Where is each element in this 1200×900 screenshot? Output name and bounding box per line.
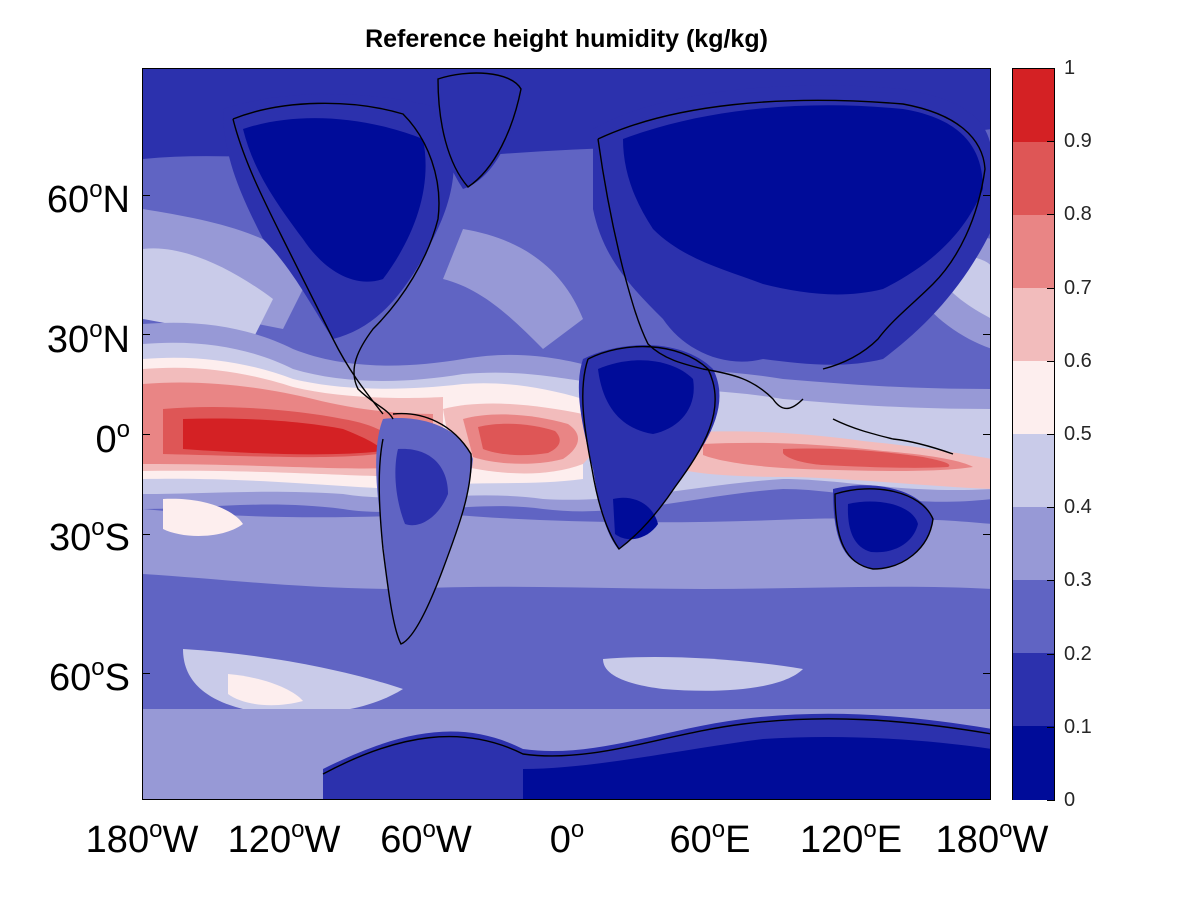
colorbar-tick-label: 0.5 <box>1064 423 1092 445</box>
greenland <box>433 72 523 189</box>
xtick-label-0: 0o <box>549 816 585 861</box>
humidity-contour-field <box>143 69 990 799</box>
colorbar-segment <box>1013 69 1054 143</box>
colorbar-tick-mark <box>1047 800 1055 801</box>
s-pac-pale-2 <box>228 674 303 706</box>
xtick-label-60e: 60oE <box>669 816 751 861</box>
colorbar-segment <box>1013 434 1054 508</box>
australia-core <box>847 501 918 553</box>
npac-light <box>143 248 273 339</box>
xtick-label-180w-right: 180oW <box>935 816 1049 861</box>
ytick-label-0: 0o <box>95 416 131 461</box>
colorbar-tick-mark <box>1047 434 1055 435</box>
colorbar-tick-mark <box>1047 580 1055 582</box>
natl-band <box>443 229 583 349</box>
north-america-core <box>243 118 426 282</box>
colorbar-tick-mark <box>1047 287 1055 289</box>
colorbar-tick-label: 0.7 <box>1064 276 1092 299</box>
ytick-mark <box>142 334 150 335</box>
s-midlat <box>143 589 990 675</box>
coastlines <box>232 72 990 775</box>
colorbar-tick-label: 0.9 <box>1064 130 1092 153</box>
xtick-label-120e: 120oE <box>799 816 903 861</box>
colorbar-segment <box>1013 580 1054 654</box>
coast-north-america <box>232 102 440 420</box>
io-red <box>783 448 950 468</box>
colorbar-tick-label: 0.6 <box>1064 349 1092 372</box>
ytick-label-30n: 30oN <box>46 316 130 361</box>
colorbar-segment <box>1013 288 1054 362</box>
colorbar-tick-label: 0.8 <box>1064 203 1092 226</box>
colorbar-tick-label: 0 <box>1064 789 1076 811</box>
coast-eurasia-south <box>597 138 804 410</box>
colorbar-tick-mark <box>1047 726 1055 728</box>
ytick-label-30s: 30oS <box>49 514 130 559</box>
coast-africa <box>582 345 716 550</box>
coast-antarctica <box>322 718 990 775</box>
s-io-light <box>603 657 803 691</box>
colorbar-tick-label: 0.4 <box>1064 496 1092 519</box>
kalahari <box>613 497 658 540</box>
ytick-mark <box>983 673 991 674</box>
colorbar-tick-mark <box>1047 360 1055 362</box>
ytick-mark <box>983 195 991 196</box>
ytick-label-60n: 60oN <box>46 176 130 221</box>
amazon-south <box>395 448 448 526</box>
colorbar-tick-mark <box>1047 141 1055 143</box>
coast-na-west <box>232 118 384 415</box>
coast-greenland <box>437 72 522 188</box>
ytick-mark <box>142 434 150 435</box>
colorbar-segment <box>1013 653 1054 727</box>
colorbar-segment <box>1013 361 1054 435</box>
ytick-label-60s: 60oS <box>49 654 130 699</box>
ytick-mark <box>142 195 150 196</box>
chart-title: Reference height humidity (kg/kg) <box>365 25 768 53</box>
ytick-mark <box>142 673 150 674</box>
humidity-map <box>142 68 991 800</box>
colorbar-tick-mark <box>1047 507 1055 509</box>
colorbar-tick-mark <box>1047 653 1055 655</box>
colorbar-tick-mark <box>1047 214 1055 216</box>
atl-itcz-red <box>478 423 560 456</box>
ytick-mark <box>983 434 991 435</box>
colorbar <box>1012 68 1055 800</box>
coast-australia <box>834 488 934 570</box>
coast-south-america <box>378 412 472 645</box>
xtick-label-60w: 60oW <box>380 816 472 861</box>
colorbar-segment <box>1013 726 1054 800</box>
xtick-label-180w: 180oW <box>85 816 199 861</box>
colorbar-tick-label: 0.2 <box>1064 642 1092 665</box>
ytick-mark <box>983 534 991 535</box>
colorbar-segment <box>1013 507 1054 581</box>
colorbar-segment <box>1013 142 1054 216</box>
antarctica-core <box>523 737 990 799</box>
s-pac-pale <box>163 498 243 536</box>
ytick-mark <box>983 334 991 335</box>
ytick-mark <box>142 534 150 535</box>
xtick-label-120w: 120oW <box>227 816 341 861</box>
eurasia-core <box>623 105 983 295</box>
colorbar-tick-label: 1 <box>1064 57 1076 79</box>
colorbar-tick-mark <box>1047 68 1055 69</box>
sahara <box>598 360 694 434</box>
colorbar-segment <box>1013 215 1054 289</box>
colorbar-tick-label: 0.1 <box>1064 715 1092 738</box>
coast-eurasia-north <box>597 99 986 370</box>
s-subtrop-band <box>143 509 990 589</box>
coast-indonesia <box>832 418 954 455</box>
colorbar-tick-label: 0.3 <box>1064 569 1092 592</box>
pac-itcz-core <box>183 418 383 455</box>
